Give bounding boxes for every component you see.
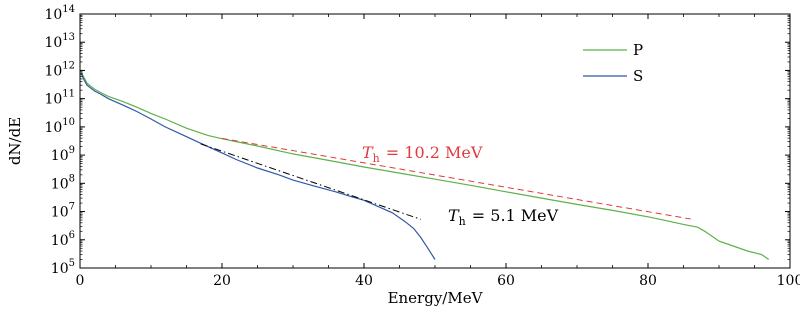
y-tick-label: 1011 (44, 89, 75, 108)
fit-annotation-s: Th = 5.1 MeV (448, 206, 559, 228)
y-tick-label: 1010 (44, 117, 75, 136)
y-tick-label: 109 (51, 145, 75, 164)
x-tick-label: 80 (639, 273, 657, 289)
fit-annotation-s-value: = 5.1 MeV (472, 206, 559, 225)
y-tick-label: 108 (51, 173, 75, 192)
legend-label-s: S (633, 67, 643, 85)
legend: P S (583, 41, 643, 85)
y-tick-label: 107 (51, 202, 75, 221)
fit-annotation-p: Th = 10.2 MeV (362, 143, 483, 165)
series-group (80, 71, 770, 260)
y-tick-label: 1012 (44, 60, 75, 79)
x-tick-label: 0 (76, 273, 85, 289)
fit-annotation-p-var: T (362, 143, 374, 162)
tick-labels-group: 0 20 40 60 80 100 105 106 107 108 109 1010 1011 1012 1… (44, 4, 800, 289)
y-tick-label: 1013 (44, 32, 75, 51)
y-tick-label: 1014 (44, 4, 75, 23)
series-line-p (80, 71, 770, 260)
fit-annotation-p-value: = 10.2 MeV (386, 143, 483, 162)
x-tick-label: 60 (497, 273, 515, 289)
fit-annotation-s-sub: h (459, 215, 466, 228)
legend-label-p: P (633, 41, 643, 59)
fit-annotation-p-sub: h (373, 152, 380, 165)
x-tick-label: 40 (355, 273, 373, 289)
series-line-s (80, 72, 436, 260)
fit-line-1 (200, 143, 421, 220)
x-tick-label: 20 (213, 273, 231, 289)
x-tick-label: 100 (777, 273, 800, 289)
plot-frame (79, 13, 791, 269)
fit-group (200, 137, 691, 220)
ticks-group (79, 13, 791, 269)
y-tick-label: 105 (51, 258, 75, 277)
y-axis-label: dN/dE (6, 117, 24, 165)
x-axis-label: Energy/MeV (388, 289, 484, 307)
y-tick-label: 106 (51, 230, 75, 249)
fit-annotation-s-var: T (448, 206, 460, 225)
